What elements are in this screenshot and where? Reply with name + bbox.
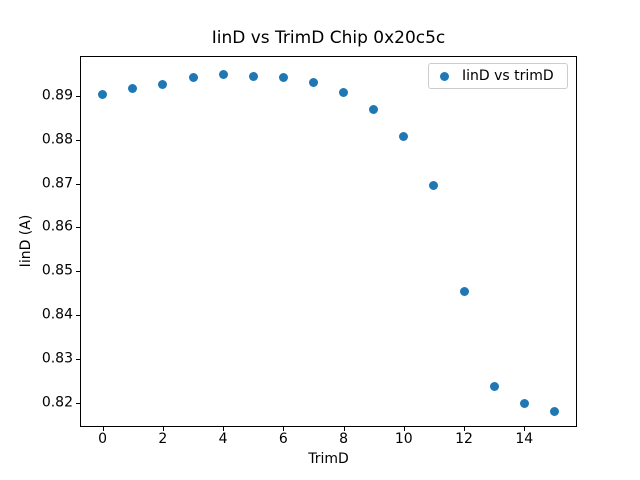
x-tick-label: 4 bbox=[218, 431, 228, 447]
x-tick-mark bbox=[283, 427, 285, 431]
scatter-point bbox=[339, 88, 349, 98]
y-tick-mark bbox=[76, 95, 80, 97]
scatter-point bbox=[158, 80, 168, 89]
y-tick-mark bbox=[76, 358, 80, 360]
x-tick-label: 14 bbox=[515, 431, 534, 447]
scatter-point bbox=[248, 71, 258, 81]
x-tick-mark bbox=[223, 427, 225, 431]
y-tick-label: 0.83 bbox=[41, 350, 73, 367]
x-tick-mark bbox=[524, 427, 526, 431]
scatter-point bbox=[399, 132, 409, 142]
scatter-point bbox=[218, 70, 228, 80]
y-tick-label: 0.85 bbox=[41, 262, 73, 279]
x-tick-mark bbox=[403, 427, 405, 431]
scatter-point bbox=[188, 73, 198, 83]
y-tick-mark bbox=[76, 271, 80, 273]
scatter-point bbox=[519, 398, 529, 408]
x-tick-mark bbox=[102, 427, 104, 431]
x-axis-label: TrimD bbox=[308, 451, 349, 467]
scatter-point bbox=[278, 73, 288, 82]
legend: IinD vs trimD bbox=[428, 63, 568, 89]
y-tick-label: 0.87 bbox=[41, 175, 73, 191]
scatter-point bbox=[369, 105, 379, 115]
y-tick-mark bbox=[76, 139, 80, 141]
y-tick-label: 0.82 bbox=[41, 394, 73, 410]
y-tick-mark bbox=[76, 314, 80, 316]
scatter-point bbox=[459, 286, 469, 296]
x-tick-label: 2 bbox=[158, 431, 168, 447]
x-tick-mark bbox=[343, 427, 345, 431]
x-tick-label: 12 bbox=[455, 431, 473, 447]
x-tick-mark bbox=[162, 427, 164, 431]
x-tick-label: 0 bbox=[98, 431, 108, 447]
y-axis-label: IinD (A) bbox=[18, 214, 34, 268]
x-tick-label: 6 bbox=[278, 431, 288, 447]
x-tick-label: 8 bbox=[339, 431, 349, 447]
y-tick-label: 0.86 bbox=[41, 218, 73, 235]
legend-label: IinD vs trimD bbox=[462, 68, 554, 84]
scatter-point bbox=[549, 407, 559, 417]
y-tick-label: 0.84 bbox=[41, 306, 73, 323]
chart-title: IinD vs TrimD Chip 0x20c5c bbox=[211, 28, 446, 48]
scatter-point bbox=[429, 181, 439, 191]
y-tick-mark bbox=[76, 402, 80, 404]
x-tick-mark bbox=[464, 427, 465, 431]
y-tick-mark bbox=[76, 183, 80, 185]
scatter-point bbox=[308, 78, 318, 88]
scatter-point bbox=[98, 90, 108, 99]
scatter-point bbox=[489, 381, 499, 391]
y-tick-label: 0.88 bbox=[41, 131, 73, 148]
scatter-point bbox=[128, 83, 138, 93]
scatter-marker-icon bbox=[440, 71, 449, 81]
x-tick-label: 10 bbox=[394, 431, 413, 447]
y-tick-label: 0.89 bbox=[41, 87, 73, 104]
y-tick-mark bbox=[76, 227, 80, 229]
plot-area bbox=[80, 56, 577, 427]
